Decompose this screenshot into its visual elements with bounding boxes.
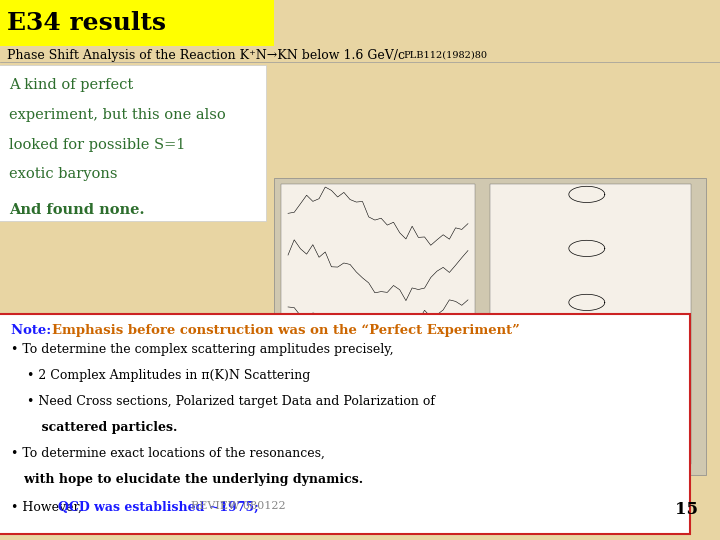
Text: PLB112(1982)80: PLB112(1982)80	[403, 51, 487, 59]
Text: REVIEW 080122: REVIEW 080122	[191, 501, 285, 511]
Text: Phase Shift Analysis of the Reaction K⁺N→KN below 1.6 GeV/c: Phase Shift Analysis of the Reaction K⁺N…	[7, 49, 405, 62]
FancyBboxPatch shape	[274, 178, 706, 475]
Text: Note:: Note:	[11, 324, 55, 337]
Text: • However,: • However,	[11, 501, 86, 514]
Text: A kind of perfect: A kind of perfect	[9, 78, 133, 92]
FancyBboxPatch shape	[490, 184, 691, 464]
Text: 15: 15	[675, 502, 698, 518]
Text: • To determine exact locations of the resonances,: • To determine exact locations of the re…	[11, 447, 325, 460]
Text: • 2 Complex Amplitudes in π(K)N Scattering: • 2 Complex Amplitudes in π(K)N Scatteri…	[11, 369, 310, 382]
Text: • To determine the complex scattering amplitudes precisely,: • To determine the complex scattering am…	[11, 343, 393, 356]
FancyBboxPatch shape	[0, 65, 266, 221]
Text: Emphasis before construction was on the “Perfect Experiment”: Emphasis before construction was on the …	[52, 324, 520, 337]
Text: scattered particles.: scattered particles.	[11, 421, 177, 434]
FancyBboxPatch shape	[281, 184, 475, 464]
Text: • Need Cross sections, Polarized target Data and Polarization of: • Need Cross sections, Polarized target …	[11, 395, 435, 408]
FancyBboxPatch shape	[0, 0, 274, 46]
Text: looked for possible S=1: looked for possible S=1	[9, 138, 185, 152]
Text: exotic baryons: exotic baryons	[9, 167, 117, 181]
Text: And found none.: And found none.	[9, 202, 144, 217]
Text: E34 results: E34 results	[7, 11, 166, 35]
Text: with hope to elucidate the underlying dynamics.: with hope to elucidate the underlying dy…	[11, 472, 363, 485]
FancyBboxPatch shape	[0, 314, 690, 534]
Text: QCD was established ~1975;: QCD was established ~1975;	[58, 501, 258, 514]
Text: experiment, but this one also: experiment, but this one also	[9, 108, 225, 122]
